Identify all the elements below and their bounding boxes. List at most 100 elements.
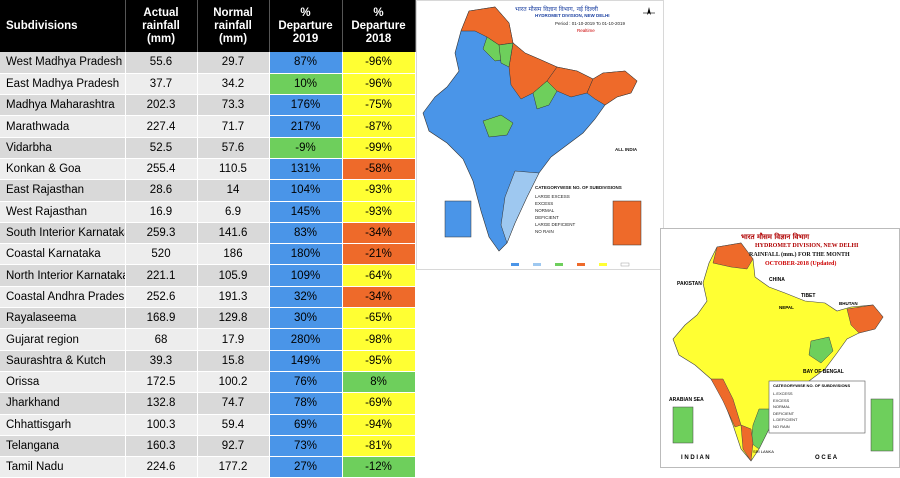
legend-category: NORMAL (535, 208, 555, 213)
india-map-2019 (422, 6, 655, 267)
cell-actual: 259.3 (125, 222, 198, 245)
table-header-row: Subdivisions Actual rainfall (mm) Normal… (0, 0, 416, 52)
table-row: West Madhya Pradesh 55.6 29.7 87% -96% (0, 52, 416, 74)
cell-name: South Interior Karnataka (0, 222, 126, 245)
map-2018-legend-title: CATEGORYWISE NO. OF SUBDIVISIONS (773, 383, 851, 388)
cell-normal: 100.2 (197, 371, 270, 394)
table-row: Rayalaseema 168.9 129.8 30% -65% (0, 307, 416, 330)
map-2018-panel: भारत मौसम विज्ञान विभाग HYDROMET DIVISIO… (660, 228, 900, 468)
header-dep-2019: % Departure 2019 (269, 0, 343, 52)
map-2018-title: RAINFALL (mm.) FOR THE MONTH (749, 252, 850, 258)
cell-actual: 16.9 (125, 201, 198, 223)
table-row: Coastal Andhra Pradesh 252.6 191.3 32% -34% (0, 286, 416, 309)
cell-name: Madhya Maharashtra (0, 94, 126, 117)
cell-dep-2018: -95% (342, 350, 416, 372)
cell-normal: 71.7 (197, 115, 270, 138)
legend-category: EXCESS (773, 397, 790, 403)
cell-dep-2019: 83% (269, 222, 343, 245)
cell-normal: 74.7 (197, 392, 270, 415)
cell-dep-2018: -98% (342, 328, 416, 351)
cell-dep-2019: 180% (269, 243, 343, 266)
label-sri-lanka: SRI LANKA (753, 449, 774, 454)
cell-actual: 37.7 (125, 73, 198, 96)
label-indian: I N D I A N (681, 455, 710, 461)
cell-normal: 73.3 (197, 94, 270, 117)
cell-dep-2019: 149% (269, 350, 343, 372)
cell-actual: 132.8 (125, 392, 198, 415)
table-row: Saurashtra & Kutch 39.3 15.8 149% -95% (0, 350, 416, 372)
table-row: Vidarbha 52.5 57.6 -9% -99% (0, 137, 416, 159)
cell-name: West Madhya Pradesh (0, 52, 126, 74)
header-subdivisions: Subdivisions (0, 0, 126, 52)
cell-actual: 221.1 (125, 264, 198, 287)
cell-name: Coastal Andhra Pradesh (0, 286, 126, 309)
map-2019-subtitle: HYDROMET DIVISION, NEW DELHI (535, 13, 610, 18)
cell-name: East Madhya Pradesh (0, 73, 126, 96)
cell-dep-2019: 280% (269, 328, 343, 351)
cell-name: Telangana (0, 435, 126, 458)
cell-name: Rayalaseema (0, 307, 126, 330)
legend-category: NO RAIN (773, 423, 790, 429)
cell-name: Jharkhand (0, 392, 126, 415)
cell-dep-2019: 69% (269, 414, 343, 436)
cell-dep-2019: 73% (269, 435, 343, 458)
table-row: Orissa 172.5 100.2 76% 8% (0, 371, 416, 394)
cell-dep-2019: 10% (269, 73, 343, 96)
table-row: East Madhya Pradesh 37.7 34.2 10% -96% (0, 73, 416, 96)
cell-name: Orissa (0, 371, 126, 394)
label-china: CHINA (769, 277, 785, 283)
cell-dep-2019: 32% (269, 286, 343, 309)
cell-dep-2018: -93% (342, 179, 416, 202)
map-2019-legend: LARGE EXCESS EXCESS NORMAL DEFICIENT LARGE D… (535, 193, 575, 235)
cell-dep-2018: -69% (342, 392, 416, 415)
india-map-2018 (672, 242, 894, 462)
table-row: Konkan & Goa 255.4 110.5 131% -58% (0, 158, 416, 181)
table-row: Coastal Karnataka 520 186 180% -21% (0, 243, 416, 266)
map-2019-title-hindi: भारत मौसम विज्ञान विभाग, नई दिल्ली (515, 6, 598, 13)
cell-normal: 177.2 (197, 456, 270, 478)
map-2018-legend: L.EXCESS EXCESS NORMAL DEFICIENT L.DEFICIENT… (773, 391, 797, 430)
cell-actual: 520 (125, 243, 198, 266)
legend-category: NO RAIN (535, 229, 554, 234)
cell-actual: 52.5 (125, 137, 198, 159)
cell-dep-2018: -21% (342, 243, 416, 266)
map-2019-realtime: Realtime (577, 28, 595, 33)
label-bay-of-bengal: BAY OF BENGAL (803, 369, 844, 375)
cell-normal: 57.6 (197, 137, 270, 159)
cell-dep-2018: 8% (342, 371, 416, 394)
header-actual: Actual rainfall (mm) (125, 0, 198, 52)
cell-actual: 172.5 (125, 371, 198, 394)
cell-normal: 6.9 (197, 201, 270, 223)
table-row: Tamil Nadu 224.6 177.2 27% -12% (0, 456, 416, 478)
cell-dep-2019: 78% (269, 392, 343, 415)
cell-normal: 59.4 (197, 414, 270, 436)
cell-dep-2018: -12% (342, 456, 416, 478)
cell-name: East Rajasthan (0, 179, 126, 202)
cell-dep-2019: 131% (269, 158, 343, 181)
cell-actual: 68 (125, 328, 198, 351)
label-bhutan: BHUTAN (839, 301, 858, 306)
cell-dep-2018: -65% (342, 307, 416, 330)
cell-name: Gujarat region (0, 328, 126, 351)
cell-name: West Rajasthan (0, 201, 126, 223)
cell-normal: 141.6 (197, 222, 270, 245)
cell-actual: 39.3 (125, 350, 198, 372)
cell-dep-2018: -96% (342, 52, 416, 74)
legend-category: NORMAL (773, 404, 791, 409)
cell-normal: 34.2 (197, 73, 270, 96)
legend-category: EXCESS (535, 201, 554, 206)
label-nepal: NEPAL (779, 305, 794, 310)
map-2019-legend-title: CATEGORYWISE NO. OF SUBDIVISIONS (535, 185, 622, 190)
rainfall-table: Subdivisions Actual rainfall (mm) Normal… (0, 0, 416, 478)
cell-dep-2019: 217% (269, 115, 343, 138)
cell-normal: 92.7 (197, 435, 270, 458)
table-row: Madhya Maharashtra 202.3 73.3 176% -75% (0, 94, 416, 117)
cell-name: North Interior Karnataka (0, 264, 126, 287)
legend-category: L.EXCESS (773, 391, 793, 396)
table-row: Gujarat region 68 17.9 280% -98% (0, 328, 416, 351)
table-row: Jharkhand 132.8 74.7 78% -69% (0, 392, 416, 415)
cell-dep-2018: -87% (342, 115, 416, 138)
cell-actual: 168.9 (125, 307, 198, 330)
legend-category: L.DEFICIENT (773, 417, 798, 422)
cell-normal: 110.5 (197, 158, 270, 181)
